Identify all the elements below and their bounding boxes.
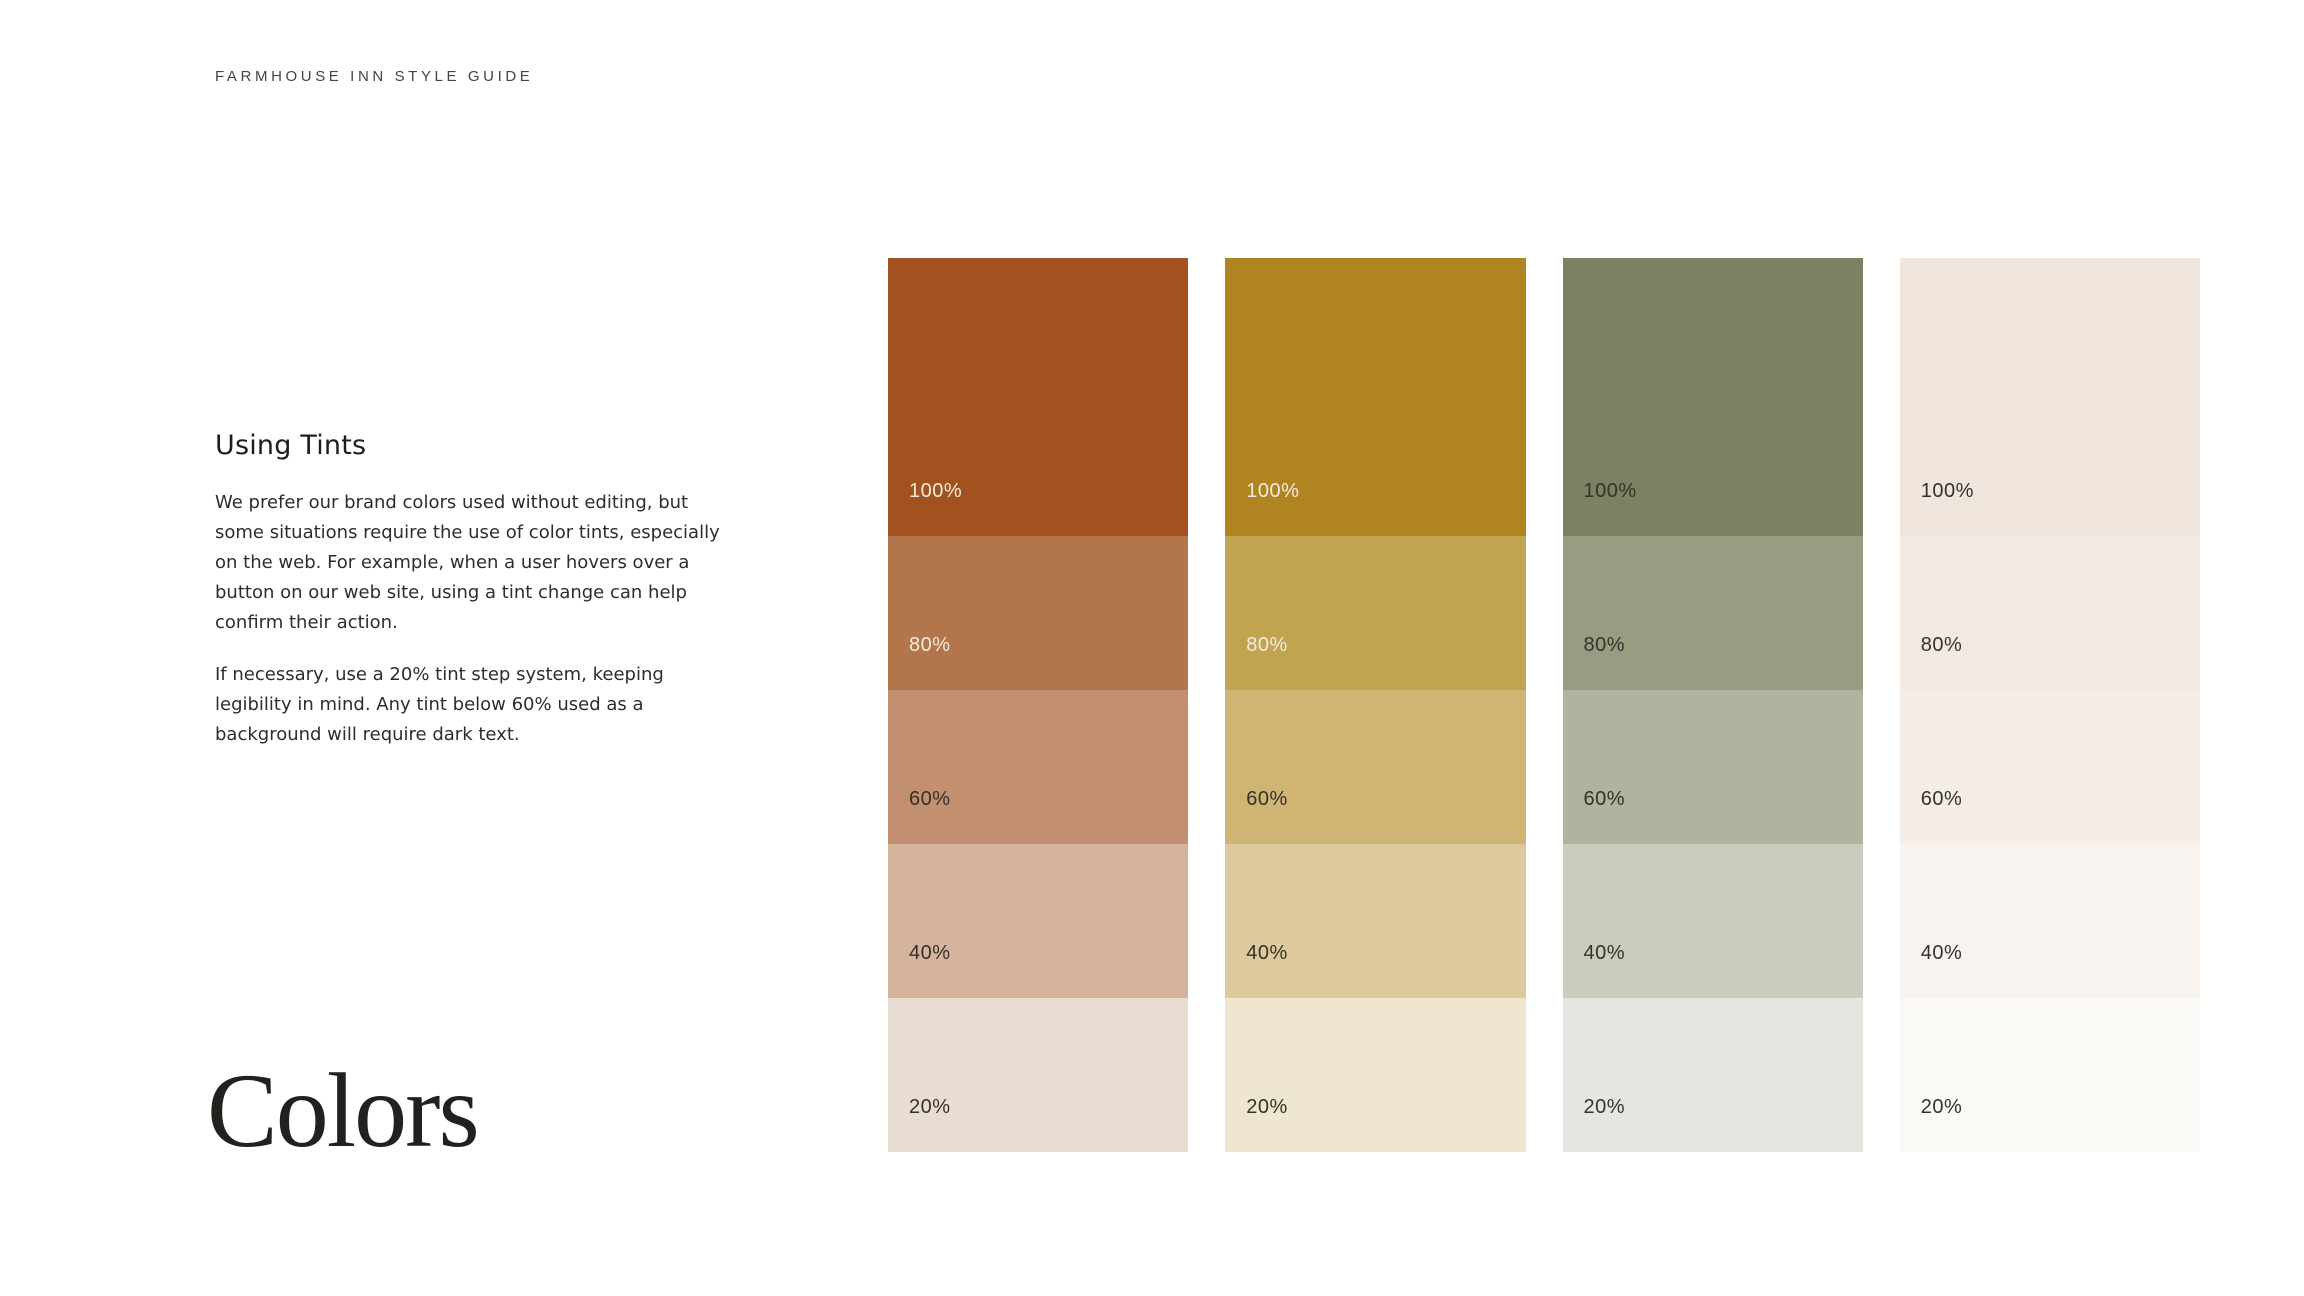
tint-swatch-rust-40: 40% [888, 844, 1189, 998]
tint-column-sage: 100% 80% 60% 40% 20% [1562, 258, 1863, 1152]
tint-swatch-label: 100% [1583, 480, 1637, 502]
left-panel: Using Tints We prefer our brand colors u… [207, 0, 735, 1296]
tint-swatch-label: 20% [909, 1096, 951, 1118]
tint-swatch-gold-40: 40% [1225, 844, 1526, 998]
tint-swatch-rust-60: 60% [888, 690, 1189, 844]
tint-swatch-gold-60: 60% [1225, 690, 1526, 844]
tint-swatch-sage-40: 40% [1562, 844, 1863, 998]
tint-swatch-label: 100% [1246, 480, 1300, 502]
tint-swatch-label: 20% [1920, 1096, 1963, 1118]
tint-swatch-label: 20% [1583, 1096, 1626, 1118]
tint-columns: 100% 80% 60% 40% 20% 100% 80% 60% 40% 20% 100% 80% 6… [888, 258, 2200, 1152]
tint-swatch-sage-80: 80% [1562, 536, 1863, 690]
tint-swatch-label: 60% [1583, 788, 1626, 810]
tint-swatch-label: 80% [1246, 634, 1288, 656]
tint-swatch-cream-100: 100% [1899, 258, 2200, 536]
section-title: Using Tints [215, 430, 367, 461]
tint-swatch-label: 60% [1246, 788, 1288, 810]
tint-swatch-rust-100: 100% [888, 258, 1189, 536]
tint-swatch-label: 100% [909, 480, 963, 502]
tint-swatch-label: 60% [909, 788, 951, 810]
tint-swatch-sage-20: 20% [1562, 998, 1863, 1152]
tint-swatch-sage-100: 100% [1562, 258, 1863, 536]
page-eyebrow: FARMHOUSE INN STYLE GUIDE [215, 68, 534, 85]
tint-swatch-cream-60: 60% [1899, 690, 2200, 844]
tint-swatch-label: 40% [1583, 942, 1626, 964]
tint-swatch-gold-20: 20% [1225, 998, 1526, 1152]
tint-swatch-label: 40% [1246, 942, 1288, 964]
tint-swatch-rust-20: 20% [888, 998, 1189, 1152]
tint-swatch-label: 20% [1246, 1096, 1288, 1118]
tint-swatch-cream-20: 20% [1899, 998, 2200, 1152]
body-paragraph: We prefer our brand colors used without … [215, 492, 720, 633]
tint-column-cream: 100% 80% 60% 40% 20% [1899, 258, 2200, 1152]
tint-swatch-cream-40: 40% [1899, 844, 2200, 998]
tint-swatch-label: 60% [1920, 788, 1963, 810]
tint-column-rust: 100% 80% 60% 40% 20% [888, 258, 1189, 1152]
tint-swatch-label: 80% [1920, 634, 1963, 656]
body-paragraph: If necessary, use a 20% tint step system… [215, 664, 664, 745]
section-body: We prefer our brand colors used without … [215, 488, 720, 750]
tint-swatch-label: 40% [909, 942, 951, 964]
tint-swatch-cream-80: 80% [1899, 536, 2200, 690]
tint-swatch-gold-100: 100% [1225, 258, 1526, 536]
section-wordmark: Colors [207, 1052, 480, 1169]
tint-swatch-label: 80% [909, 634, 951, 656]
tint-swatch-gold-80: 80% [1225, 536, 1526, 690]
tint-swatch-label: 80% [1583, 634, 1626, 656]
tint-swatch-sage-60: 60% [1562, 690, 1863, 844]
tint-swatch-rust-80: 80% [888, 536, 1189, 690]
tint-column-gold: 100% 80% 60% 40% 20% [1225, 258, 1526, 1152]
tint-swatch-label: 100% [1920, 480, 1974, 502]
tint-swatch-label: 40% [1920, 942, 1963, 964]
